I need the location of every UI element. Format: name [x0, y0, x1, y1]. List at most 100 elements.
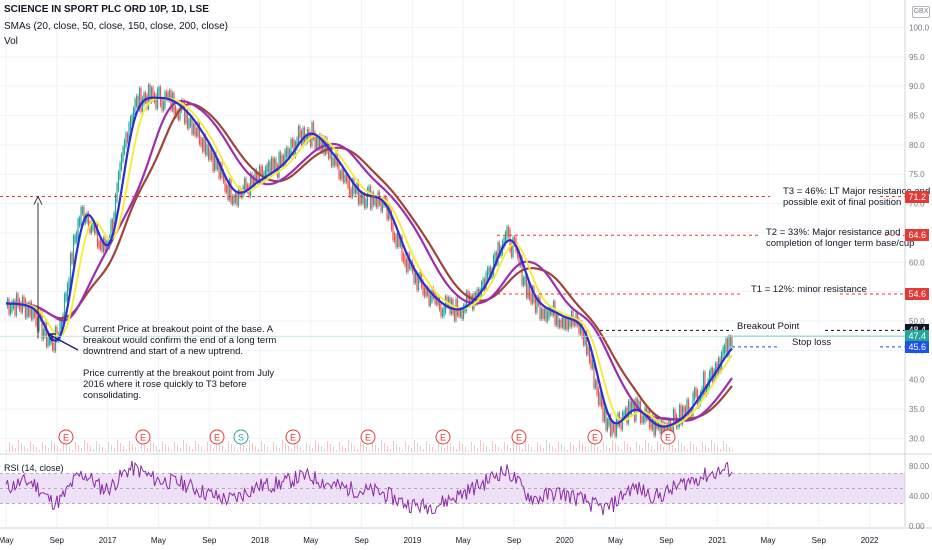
- price-candle: [705, 385, 708, 396]
- price-candle: [299, 126, 301, 138]
- volume-bar: [540, 445, 541, 452]
- price-candle: [206, 144, 208, 155]
- sma-lines: [5, 96, 733, 428]
- volume-bar: [396, 444, 397, 452]
- price-candle: [132, 107, 135, 123]
- chart-title: SCIENCE IN SPORT PLC ORD 10P, 1D, LSE: [4, 4, 209, 15]
- volume-bar: [42, 442, 43, 452]
- volume-bar: [210, 445, 211, 452]
- volume-bar: [681, 443, 682, 452]
- event-marker-label: E: [140, 433, 146, 443]
- price-tag: 54.6: [905, 287, 929, 300]
- volume-bar: [198, 444, 199, 452]
- volume-bar: [102, 447, 103, 452]
- level-lines: [0, 196, 905, 348]
- price-candle: [93, 221, 96, 234]
- price-candle: [224, 174, 226, 192]
- price-candle: [377, 191, 379, 208]
- price-candle: [233, 195, 235, 205]
- price-candle: [192, 123, 195, 135]
- price-candle: [147, 84, 150, 109]
- price-candle: [8, 298, 10, 315]
- price-candle: [725, 338, 727, 353]
- price-candle: [131, 115, 133, 124]
- rsi-tick-label: 0.00: [909, 522, 925, 531]
- price-candle: [51, 335, 54, 350]
- event-marker-label: E: [214, 433, 220, 443]
- volume-bar: [183, 440, 184, 452]
- price-candle: [149, 84, 151, 102]
- price-candle: [681, 406, 684, 425]
- price-candle: [35, 310, 37, 326]
- price-candle: [527, 284, 529, 298]
- price-candle: [330, 145, 333, 167]
- price-candle: [201, 139, 204, 152]
- volume-bar: [87, 443, 88, 452]
- volume-bar: [663, 447, 664, 452]
- price-candle: [135, 95, 138, 107]
- volume-bar: [645, 440, 646, 452]
- volume-bar: [72, 450, 73, 452]
- volume-bar: [36, 447, 37, 452]
- volume-bar: [414, 440, 415, 452]
- volume-bar: [147, 448, 148, 452]
- price-candle: [582, 330, 585, 346]
- time-tick-label: May: [303, 536, 318, 545]
- price-candle: [56, 326, 58, 342]
- price-candle: [77, 218, 79, 240]
- volume-bar: [654, 449, 655, 452]
- price-candle: [24, 299, 27, 318]
- volume-bar: [114, 448, 115, 452]
- price-candle: [288, 149, 291, 158]
- price-candle: [41, 313, 43, 340]
- price-candle: [392, 222, 394, 240]
- event-marker-label: E: [290, 433, 296, 443]
- price-candle: [32, 306, 34, 320]
- volume-bar: [162, 441, 163, 452]
- price-candle: [230, 179, 232, 203]
- price-candle: [353, 179, 355, 194]
- price-candle: [63, 293, 66, 322]
- price-candle: [728, 336, 730, 356]
- volume-bar: [99, 444, 100, 452]
- price-candle: [381, 199, 384, 212]
- price-candle: [92, 221, 94, 230]
- price-candle: [228, 179, 231, 200]
- price-candle: [620, 418, 622, 430]
- price-candle: [561, 317, 564, 328]
- sma-legend[interactable]: SMAs (20, close, 50, close, 150, close, …: [4, 21, 228, 32]
- price-candle: [305, 135, 307, 144]
- volume-bar: [282, 440, 283, 452]
- volume-bar: [33, 444, 34, 452]
- price-candle: [212, 153, 214, 171]
- volume-legend[interactable]: Vol: [4, 36, 18, 47]
- price-candle: [485, 272, 487, 290]
- volume-bar: [594, 444, 595, 452]
- price-candle: [414, 272, 417, 283]
- price-candle: [407, 253, 409, 273]
- price-candle: [179, 104, 181, 120]
- volume-bar: [660, 444, 661, 452]
- volume-bar: [501, 450, 502, 452]
- volume-bar: [639, 445, 640, 452]
- price-candle: [341, 168, 343, 180]
- price-candle: [443, 305, 445, 317]
- price-tick-label: 95.0: [909, 53, 925, 62]
- volume-bar: [510, 448, 511, 452]
- price-candle: [114, 194, 117, 220]
- price-candle: [249, 173, 252, 197]
- price-candle: [9, 305, 12, 315]
- rsi-legend[interactable]: RSI (14, close): [4, 463, 64, 473]
- price-candle: [528, 284, 531, 300]
- price-candle: [278, 152, 280, 178]
- volume-bar: [288, 446, 289, 452]
- volume-bar: [195, 441, 196, 452]
- price-candle: [26, 303, 28, 318]
- price-candle: [710, 368, 712, 379]
- volume-bar: [180, 448, 181, 452]
- price-candle: [29, 301, 31, 317]
- volume-bar: [69, 447, 70, 452]
- volume-bar: [393, 441, 394, 452]
- price-candle: [183, 101, 186, 124]
